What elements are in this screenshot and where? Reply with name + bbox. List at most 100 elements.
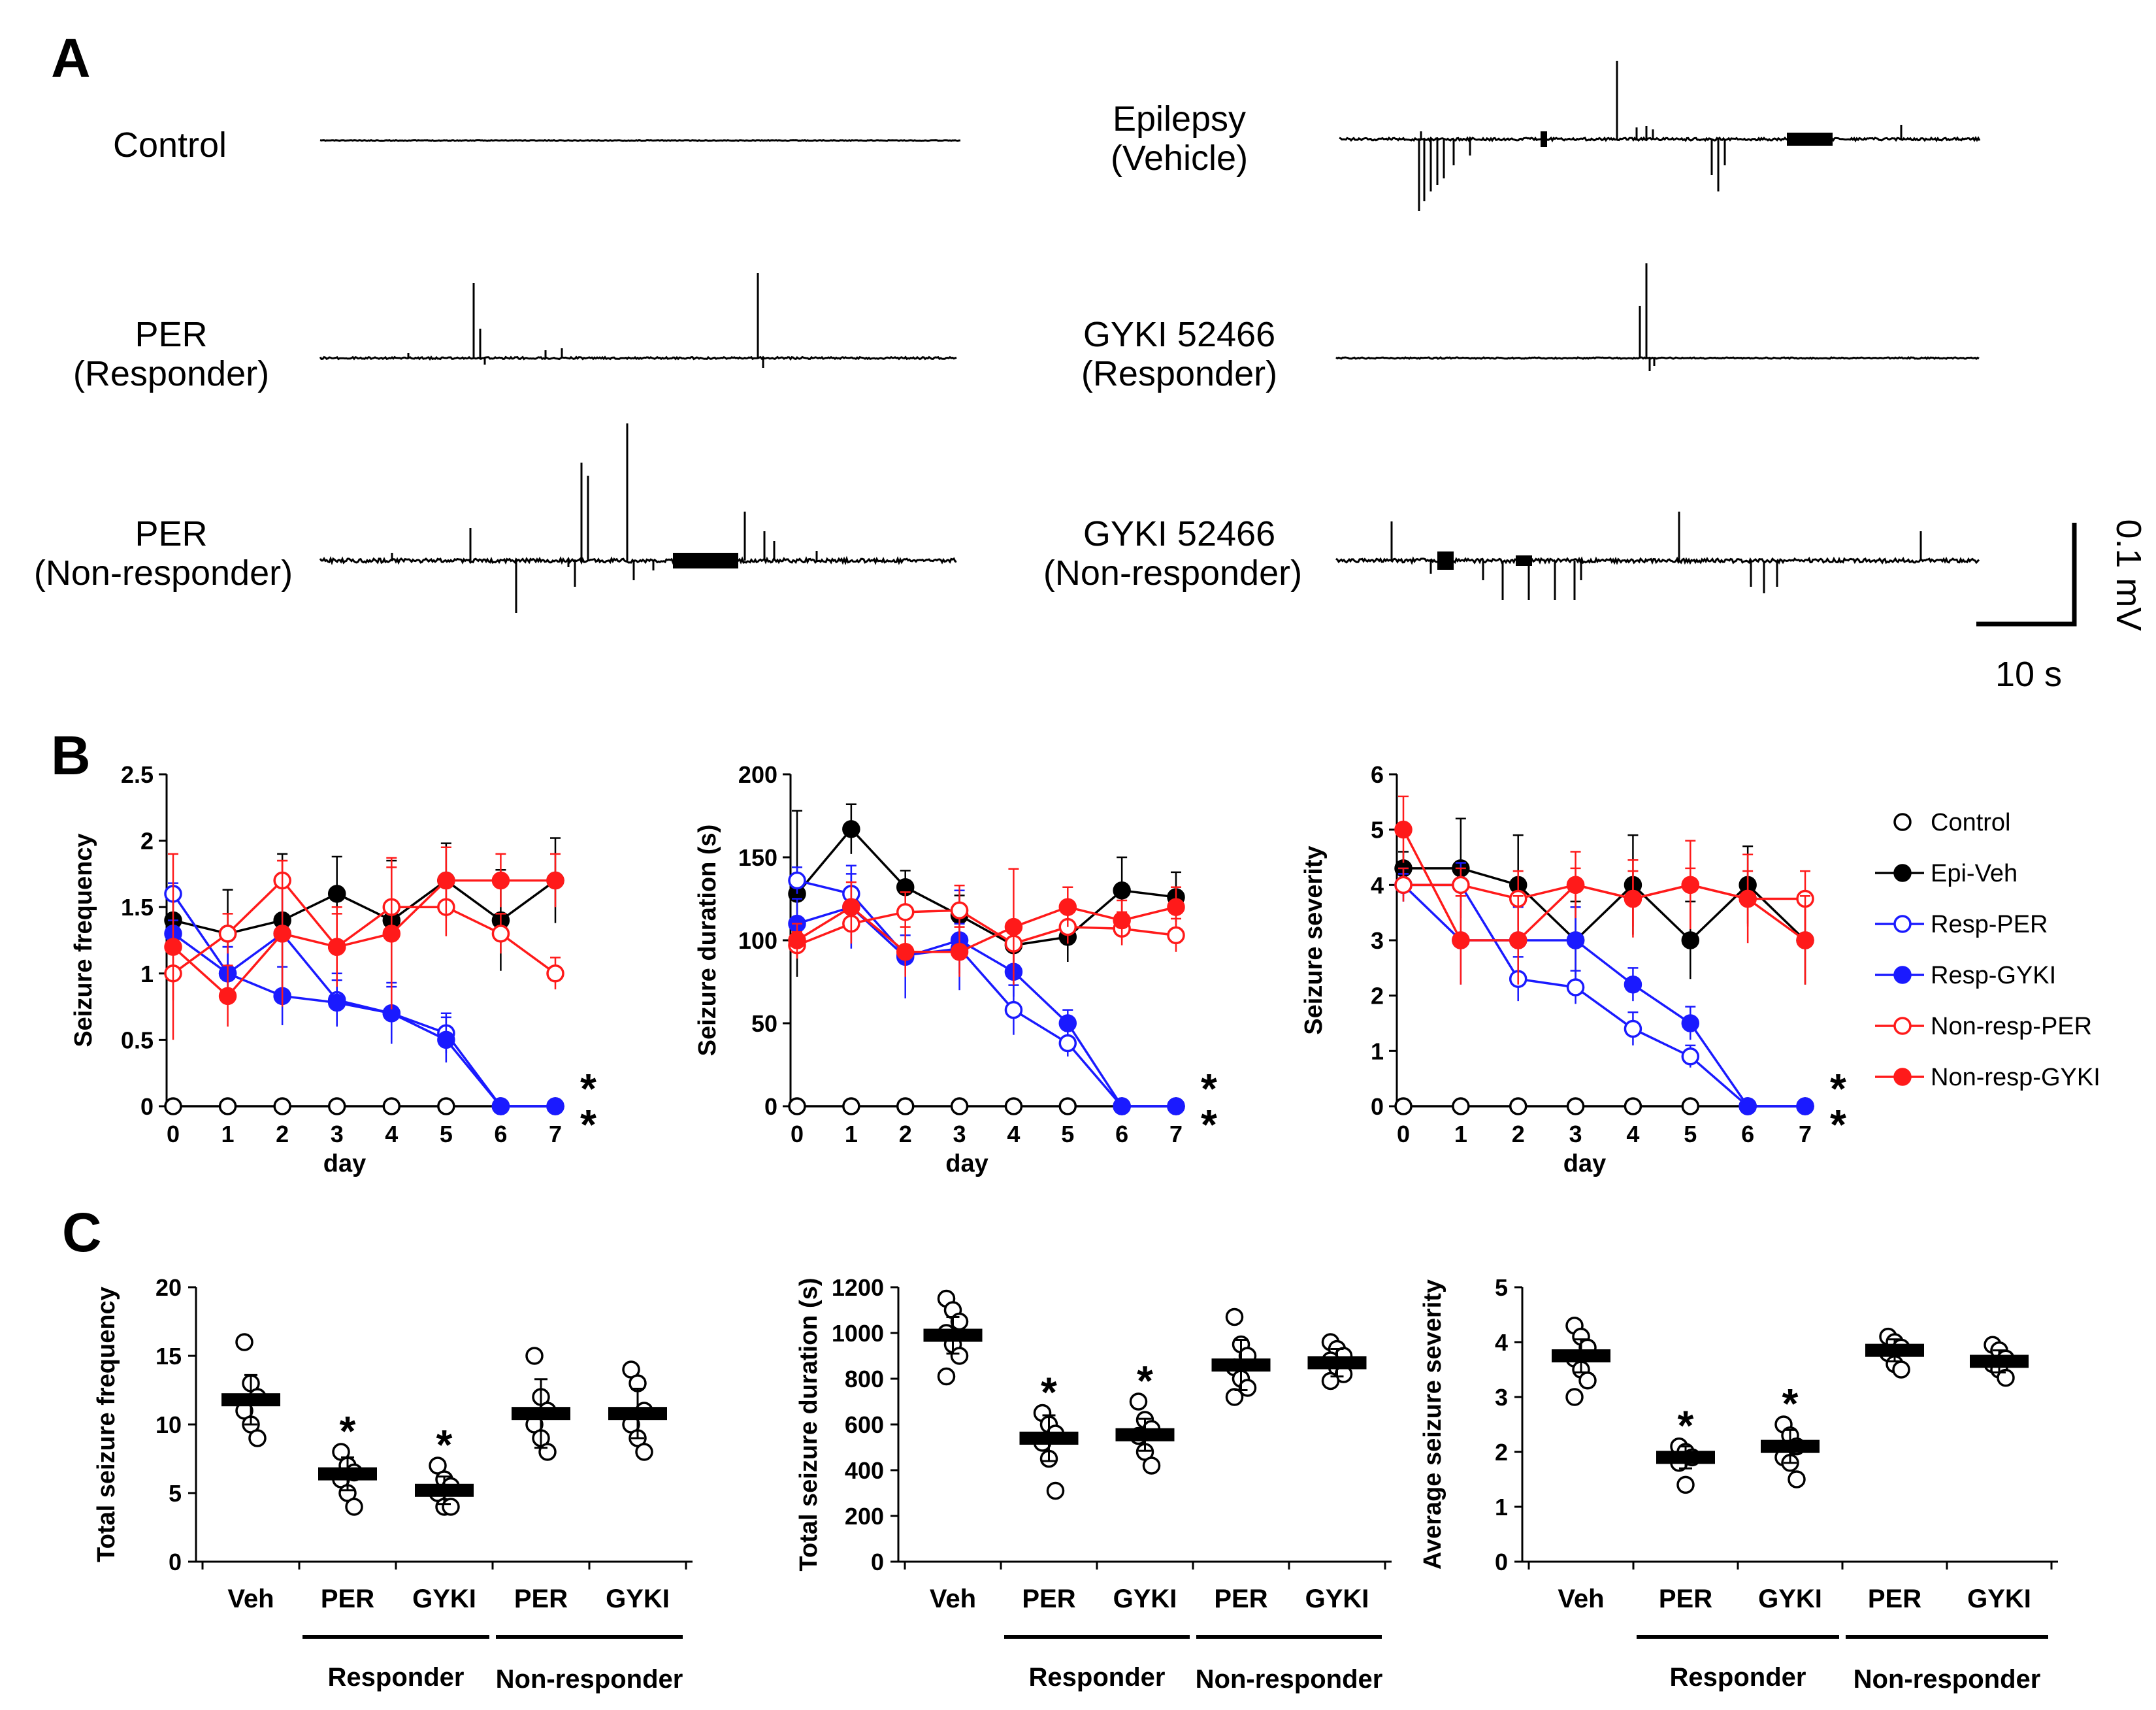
group-label: Responder [1670, 1663, 1806, 1692]
group-2: * [1761, 1380, 1820, 1488]
trace-label-per-nonresp: PER [135, 514, 207, 553]
dot-chart-0: 0 5 10 15 20 Veh PER GYKI PER GYKI Responder Non-re… [93, 1274, 693, 1694]
individual-point [248, 1429, 267, 1447]
y-tick-label: 4 [1371, 872, 1384, 898]
data-point [842, 898, 860, 916]
legend-item-Resp-GYKI: Resp-GYKI [1875, 962, 2056, 989]
individual-point [635, 1443, 653, 1461]
data-point [1058, 898, 1077, 916]
y-tick-label: 0 [1495, 1549, 1508, 1575]
y-tick-label: 1000 [832, 1320, 884, 1347]
y-tick-label: 600 [845, 1411, 884, 1438]
data-point [164, 1097, 182, 1115]
data-point [218, 1097, 237, 1115]
x-tick-label: 2 [276, 1121, 289, 1147]
significance-star: * [436, 1421, 453, 1468]
trace-label-per-nonresp-sub: (Non-responder) [34, 553, 293, 593]
significance-star: * [580, 1065, 596, 1112]
legend-marker [1893, 1017, 1912, 1035]
significance-star: * [1201, 1065, 1217, 1112]
x-tick-label: 3 [1569, 1121, 1582, 1147]
legend-item-Resp-PER: Resp-PER [1875, 911, 2048, 938]
x-tick-label: 5 [440, 1121, 453, 1147]
category-label: GYKI [412, 1585, 476, 1613]
significance-star: * [1830, 1101, 1846, 1148]
data-point [437, 1097, 455, 1115]
data-point [1624, 1097, 1642, 1115]
mean-bar [1970, 1355, 2029, 1368]
legend-label: Control [1931, 809, 2011, 836]
data-point [327, 938, 346, 956]
y-tick-label: 0 [764, 1093, 777, 1120]
data-point [1566, 978, 1585, 996]
category-label: PER [1022, 1585, 1075, 1613]
data-point [788, 1097, 806, 1115]
series-Non-resp-GYKI [1394, 795, 1814, 985]
data-point [1394, 820, 1413, 839]
group-2: * [1115, 1357, 1175, 1475]
data-point [1004, 917, 1023, 936]
data-point [491, 925, 510, 943]
x-axis-label: day [945, 1150, 988, 1177]
category-label: PER [1659, 1585, 1712, 1613]
category-label: GYKI [1305, 1585, 1369, 1613]
y-tick-label: 4 [1495, 1329, 1508, 1356]
data-point [437, 1030, 455, 1049]
trace-label-control: Control [113, 125, 227, 165]
x-tick-label: 4 [1007, 1121, 1020, 1147]
y-axis-label: Total seizure frequency [93, 1287, 120, 1562]
data-point [1509, 931, 1527, 949]
mean-bar [1656, 1451, 1715, 1464]
y-tick-label: 0.5 [121, 1027, 154, 1053]
data-point [437, 871, 455, 890]
y-tick-label: 50 [751, 1010, 777, 1037]
data-point [1058, 1034, 1077, 1053]
data-point [1394, 876, 1413, 895]
category-label: Veh [227, 1585, 274, 1613]
y-tick-label: 15 [155, 1343, 182, 1370]
group-0 [221, 1333, 280, 1447]
y-tick-label: 5 [169, 1480, 182, 1507]
y-tick-label: 200 [845, 1503, 884, 1530]
significance-star: * [1678, 1402, 1694, 1449]
individual-point [950, 1347, 969, 1365]
eeg-traces [319, 61, 1981, 613]
data-point [896, 943, 915, 961]
group-1: * [318, 1407, 377, 1516]
eeg-trace-gyki-resp [1335, 356, 1980, 360]
series-line [1402, 829, 1806, 942]
mean-bar [415, 1483, 474, 1497]
group-4 [1970, 1336, 2029, 1387]
legend-label: Resp-PER [1931, 911, 2048, 938]
x-tick-label: 7 [549, 1121, 562, 1147]
series-Epi-Veh [164, 837, 564, 987]
trace-label-per-resp-sub: (Responder) [73, 354, 269, 393]
line-chart-1: 0 50 100 150 200 0 1 2 3 4 5 6 7 day Seizure duration … [694, 761, 1217, 1177]
data-point [950, 943, 969, 961]
x-tick-label: 2 [899, 1121, 912, 1147]
y-tick-label: 0 [871, 1549, 884, 1575]
individual-point [235, 1333, 253, 1351]
trace-label-epilepsy-sub: (Vehicle) [1111, 139, 1248, 178]
y-tick-label: 5 [1495, 1274, 1508, 1301]
eeg-trace-per-nonresp [319, 555, 957, 566]
eeg-burst [1541, 131, 1547, 147]
legend-label: Non-resp-GYKI [1931, 1064, 2100, 1091]
category-label: Veh [930, 1585, 976, 1613]
y-tick-label: 200 [738, 761, 777, 788]
trace-label-gyki-nonresp: GYKI 52466 [1083, 514, 1275, 553]
y-axis-label: Seizure severity [1300, 846, 1328, 1034]
legend-item-Epi-Veh: Epi-Veh [1875, 860, 2017, 887]
data-point [218, 925, 237, 943]
series-line [172, 879, 555, 998]
data-point [327, 885, 346, 903]
legend-marker [1893, 864, 1912, 882]
y-tick-label: 0 [1371, 1093, 1384, 1120]
panel-label-b: B [51, 725, 91, 786]
mean-bar [608, 1407, 667, 1421]
group-1: * [1656, 1402, 1715, 1494]
x-axis-label: day [1563, 1150, 1606, 1177]
category-label: Veh [1558, 1585, 1604, 1613]
x-tick-label: 6 [1115, 1121, 1128, 1147]
group-label: Non-responder [1196, 1665, 1383, 1694]
